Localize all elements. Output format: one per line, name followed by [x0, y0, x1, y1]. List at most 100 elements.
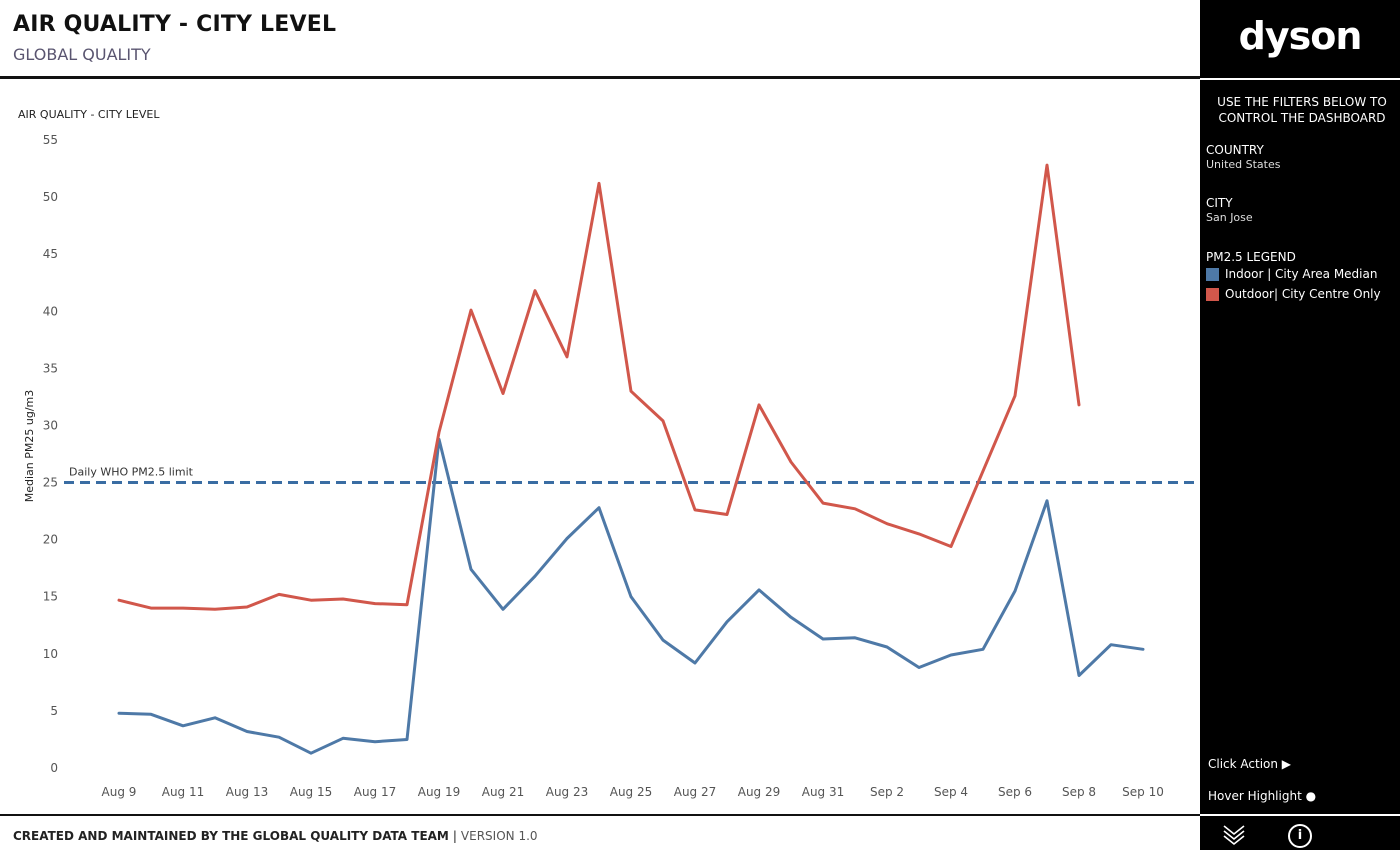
indoor-data-point: [341, 737, 345, 740]
indoor-data-point: [661, 638, 665, 642]
outdoor-data-point: [789, 460, 793, 464]
country-filter-label: COUNTRY: [1206, 143, 1264, 157]
country-filter-value[interactable]: United States: [1206, 158, 1281, 171]
y-tick-label: 40: [43, 304, 58, 318]
x-tick-label: Sep 8: [1062, 785, 1096, 799]
x-tick-label: Aug 27: [674, 785, 717, 799]
indoor-data-point: [949, 653, 953, 657]
city-filter-value[interactable]: San Jose: [1206, 211, 1253, 224]
legend-item-outdoor[interactable]: Outdoor| City Centre Only: [1206, 287, 1381, 301]
legend-swatch-indoor: [1206, 267, 1219, 281]
x-tick-label: Sep 4: [934, 785, 968, 799]
outdoor-data-point: [309, 598, 313, 602]
y-tick-label: 15: [43, 590, 58, 604]
legend-label-indoor: Indoor | City Area Median: [1225, 267, 1378, 281]
y-tick-label: 5: [50, 704, 58, 718]
legend-title: PM2.5 LEGEND: [1206, 250, 1296, 264]
indoor-data-point: [853, 636, 857, 640]
page-subtitle: GLOBAL QUALITY: [13, 45, 151, 64]
indoor-data-point: [725, 620, 729, 624]
y-tick-label: 55: [43, 133, 58, 147]
x-tick-label: Aug 29: [738, 785, 781, 799]
outdoor-data-point: [757, 403, 761, 407]
outdoor-data-point: [213, 608, 217, 611]
x-tick-label: Sep 6: [998, 785, 1032, 799]
indoor-data-point: [1013, 589, 1017, 593]
outdoor-data-point: [853, 507, 857, 511]
indoor-data-point: [533, 574, 537, 578]
outdoor-data-point: [661, 419, 665, 423]
click-action-label[interactable]: Click Action ▶: [1208, 757, 1292, 771]
who-limit-label: Daily WHO PM2.5 limit: [69, 466, 194, 479]
y-tick-label: 25: [43, 476, 58, 490]
chart-title: AIR QUALITY - CITY LEVEL: [18, 108, 160, 121]
indoor-data-point: [373, 740, 377, 743]
outdoor-data-point: [437, 431, 441, 434]
sidebar-divider: [1200, 78, 1400, 80]
indoor-data-point: [981, 648, 985, 651]
outdoor-data-point: [469, 308, 473, 312]
outdoor-data-point: [629, 390, 633, 393]
footer-credit: CREATED AND MAINTAINED BY THE GLOBAL QUA…: [13, 829, 449, 843]
legend-label-outdoor: Outdoor| City Centre Only: [1225, 287, 1381, 301]
dyson-logo: dyson: [1238, 14, 1363, 58]
info-icon[interactable]: i: [1288, 824, 1312, 848]
indoor-data-point: [629, 595, 633, 598]
indoor-data-point: [501, 608, 505, 611]
indoor-data-point: [117, 711, 121, 715]
indoor-data-point: [469, 568, 473, 571]
indoor-data-point: [309, 751, 313, 755]
footer: CREATED AND MAINTAINED BY THE GLOBAL QUA…: [13, 829, 538, 843]
outdoor-data-point: [597, 182, 601, 185]
x-tick-label: Aug 21: [482, 785, 525, 799]
x-tick-label: Sep 10: [1122, 785, 1164, 799]
air-quality-line-chart[interactable]: 0 5 10 15 20 25 30 35 40 45 50 55 Median PM25 ug/m3 A…: [0, 125, 1200, 810]
indoor-data-point: [1109, 643, 1113, 646]
hover-highlight-label[interactable]: Hover Highlight ●: [1208, 789, 1317, 803]
outdoor-data-point: [885, 522, 889, 525]
indoor-data-point: [1077, 674, 1081, 677]
x-tick-label: Aug 25: [610, 785, 653, 799]
indoor-data-point: [1045, 499, 1049, 503]
x-tick-label: Aug 9: [102, 785, 137, 799]
x-tick-label: Aug 31: [802, 785, 845, 799]
outdoor-data-point: [277, 593, 281, 596]
outdoor-data-point: [533, 289, 537, 292]
indoor-data-point: [149, 713, 153, 716]
y-tick-label: 0: [50, 761, 58, 775]
legend-item-indoor[interactable]: Indoor | City Area Median: [1206, 267, 1377, 281]
legend-swatch-outdoor: [1206, 287, 1219, 301]
outdoor-data-point: [501, 392, 505, 395]
indoor-data-point: [277, 735, 281, 739]
outdoor-series-line: [117, 163, 1081, 611]
x-tick-label: Aug 19: [418, 785, 461, 799]
outdoor-data-point: [725, 513, 729, 516]
outdoor-data-point: [341, 597, 345, 601]
indoor-data-point: [181, 724, 185, 727]
sidebar-bottom-divider: [1200, 814, 1400, 816]
outdoor-data-point: [405, 603, 409, 606]
indoor-data-point: [821, 637, 825, 641]
footer-version: VERSION 1.0: [460, 829, 538, 843]
city-filter-label: CITY: [1206, 196, 1233, 210]
footer-separator: |: [452, 829, 457, 843]
outdoor-data-point: [981, 469, 985, 473]
y-tick-label: 35: [43, 361, 58, 375]
outdoor-data-point: [1013, 394, 1017, 397]
outdoor-data-point: [949, 545, 953, 548]
y-tick-label: 30: [43, 418, 58, 432]
indoor-data-point: [213, 716, 217, 719]
dashboard-header: AIR QUALITY - CITY LEVEL GLOBAL QUALITY: [0, 0, 1200, 76]
indoor-data-point: [245, 730, 249, 733]
filter-instructions: USE THE FILTERS BELOW TO CONTROL THE DAS…: [1217, 95, 1387, 125]
x-tick-label: Aug 13: [226, 785, 269, 799]
outdoor-data-point: [149, 606, 153, 610]
filter-sidebar: dyson USE THE FILTERS BELOW TO CONTROL T…: [1200, 0, 1400, 850]
outdoor-data-point: [565, 355, 569, 359]
x-tick-label: Sep 2: [870, 785, 904, 799]
x-tick-label: Aug 15: [290, 785, 333, 799]
footer-divider: [0, 814, 1200, 816]
outdoor-data-point: [917, 532, 921, 536]
indoor-data-point: [789, 616, 793, 619]
chevron-stack-icon[interactable]: [1222, 822, 1246, 846]
